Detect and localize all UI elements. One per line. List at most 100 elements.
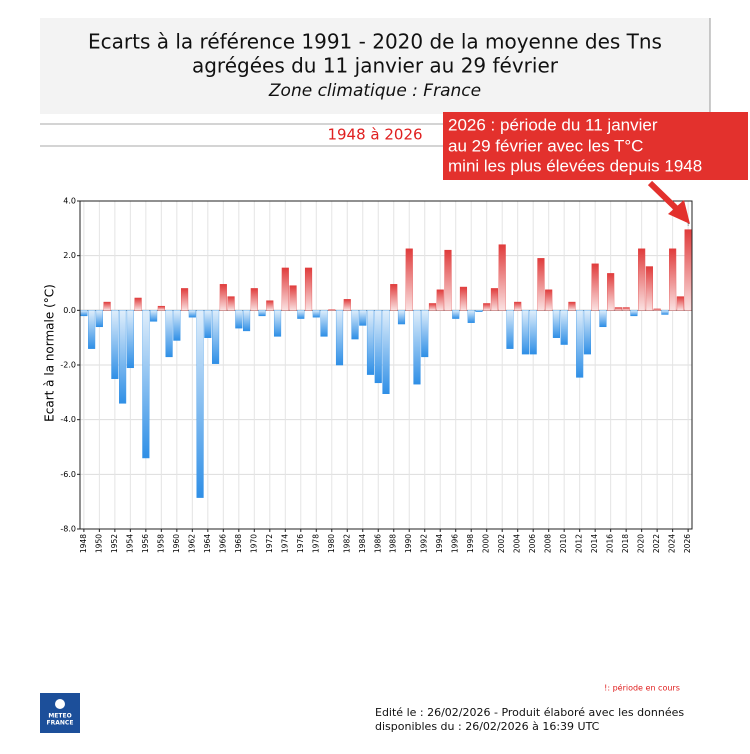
- chart-title: Ecarts à la référence 1991 - 2020 de la …: [88, 30, 662, 54]
- bar-shade: [460, 287, 467, 311]
- bar-shade: [599, 310, 607, 327]
- x-tick-label: 1966: [218, 534, 227, 553]
- header-box: [40, 18, 710, 114]
- bar-shade: [220, 284, 227, 311]
- y-tick-label: 4.0: [63, 197, 76, 206]
- bar-shade: [622, 307, 630, 311]
- logo-text: FRANCE: [47, 720, 74, 727]
- bar-shade: [607, 273, 614, 311]
- bar-shade: [684, 229, 692, 311]
- annotation-arrow: [647, 180, 683, 215]
- bar-shade: [576, 310, 583, 378]
- x-tick-label: 1964: [203, 534, 212, 553]
- x-tick-label: 1954: [125, 534, 134, 553]
- bar-shade: [584, 310, 591, 355]
- bar-shade: [282, 267, 289, 311]
- bar-shade: [196, 310, 204, 498]
- bar-shade: [150, 310, 157, 322]
- bar-shade: [181, 288, 188, 311]
- bar-shade: [127, 310, 134, 368]
- bar-shade: [615, 307, 622, 311]
- x-tick-label: 1960: [172, 534, 181, 553]
- bar-shade: [568, 302, 576, 311]
- bar-shade: [111, 310, 119, 379]
- bar-shade: [545, 289, 552, 311]
- bar-shade: [429, 303, 436, 311]
- bar-shade: [343, 299, 351, 311]
- x-tick-label: 1956: [141, 534, 150, 553]
- bar-shade: [560, 310, 568, 345]
- y-tick-label: 2.0: [63, 251, 76, 260]
- bar-shade: [390, 284, 398, 311]
- bar-shade: [475, 310, 483, 312]
- bar-shade: [212, 310, 219, 364]
- x-tick-label: 1998: [466, 534, 475, 553]
- bar-shade: [421, 310, 429, 357]
- bar-shade: [436, 289, 444, 311]
- x-tick-label: 1984: [358, 534, 367, 553]
- bar-shade: [251, 288, 258, 311]
- x-tick-label: 2018: [621, 534, 630, 553]
- bar-shade: [413, 310, 421, 385]
- bar-shade: [297, 310, 305, 319]
- bar-shade: [289, 285, 297, 311]
- bar-shade: [405, 248, 413, 311]
- logo-text: METEO: [48, 713, 71, 720]
- bar-shade: [189, 310, 196, 318]
- bar-shade: [173, 310, 181, 341]
- x-tick-label: 1958: [156, 534, 165, 553]
- annotation-box: [443, 112, 748, 180]
- bar-shade: [367, 310, 374, 375]
- x-tick-label: 1980: [327, 534, 336, 553]
- x-tick-label: 2002: [497, 534, 506, 553]
- footer: disponibles du : 26/02/2026 à 16:39 UTC: [375, 720, 600, 733]
- annotation: 2026 : période du 11 janvier: [448, 115, 658, 134]
- bar-shade: [382, 310, 390, 394]
- plot: -8.0 -6.0 -4.0 -2.0 0.0 2.0 4.0 1948 1950 1952 195…: [60, 197, 692, 554]
- bar-shade: [553, 310, 560, 338]
- bar-shade: [96, 310, 103, 327]
- annotation: mini les plus élevées depuis 1948: [448, 156, 702, 175]
- bar-shade: [80, 310, 88, 316]
- current-marker: !: [687, 220, 690, 228]
- bar-shade: [661, 310, 669, 315]
- bar-shade: [227, 296, 235, 311]
- bar-shade: [359, 310, 367, 326]
- x-tick-label: 1972: [265, 534, 274, 553]
- bar-shade: [258, 310, 266, 316]
- x-tick-label: 1968: [234, 534, 243, 553]
- x-tick-label: 2000: [482, 534, 491, 553]
- y-tick-label: -2.0: [60, 361, 76, 370]
- bar-shade: [398, 310, 405, 324]
- chart-title: agrégées du 11 janvier au 29 février: [192, 54, 559, 78]
- annotation: au 29 février avec les T°C: [448, 136, 643, 155]
- y-axis-label: Ecart à la normale (°C): [43, 284, 57, 422]
- x-tick-label: 2010: [559, 534, 568, 553]
- x-tick-label: 2004: [513, 534, 522, 553]
- bar-shade: [204, 310, 212, 338]
- bar-shade: [646, 266, 653, 311]
- period: 1948 à 2026: [327, 126, 422, 144]
- x-tick-label: 2016: [606, 534, 615, 553]
- x-tick-label: 1974: [280, 534, 289, 553]
- bar-shade: [522, 310, 529, 355]
- bar-shade: [630, 310, 638, 316]
- y-tick-label: -4.0: [60, 415, 76, 424]
- bar-shade: [103, 302, 111, 311]
- bar-shade: [444, 250, 452, 311]
- y-tick-label: -6.0: [60, 470, 76, 479]
- x-tick-label: 2020: [637, 534, 646, 553]
- bar-shade: [452, 310, 459, 319]
- x-tick-label: 2008: [544, 534, 553, 553]
- bar-shade: [506, 310, 514, 349]
- bar-shade: [320, 310, 328, 337]
- bar-shade: [591, 263, 599, 311]
- bar-shade: [498, 244, 506, 311]
- bar-shade: [529, 310, 537, 355]
- bar-shade: [336, 310, 343, 365]
- bar-shade: [483, 303, 490, 311]
- x-tick-label: 1950: [94, 534, 103, 553]
- footer: Edité le : 26/02/2026 - Produit élaboré …: [375, 706, 684, 719]
- annotation-arrowhead: [668, 200, 690, 224]
